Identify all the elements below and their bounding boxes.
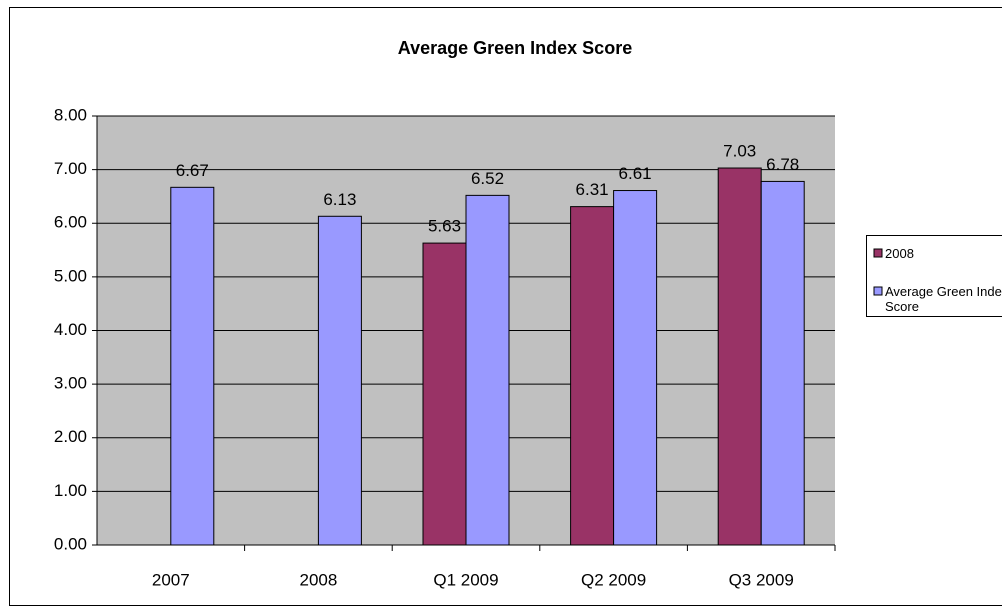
x-tick-label: 2008 xyxy=(299,570,337,589)
value-label: 7.03 xyxy=(723,142,756,161)
value-label: 6.13 xyxy=(323,190,356,209)
y-tick-label: 3.00 xyxy=(54,374,87,393)
bar xyxy=(717,167,762,546)
legend-item: 2008 xyxy=(885,246,914,261)
value-label: 6.52 xyxy=(471,169,504,188)
y-tick-label: 4.00 xyxy=(54,320,87,339)
bar xyxy=(170,186,215,546)
y-tick-label: 2.00 xyxy=(54,427,87,446)
y-tick-label: 5.00 xyxy=(54,266,87,285)
bar xyxy=(422,242,467,546)
value-label: 6.78 xyxy=(766,155,799,174)
y-tick-label: 0.00 xyxy=(54,534,87,553)
bar xyxy=(570,206,615,546)
legend-item: Average Green Index Score xyxy=(885,284,1002,314)
x-tick-label: 2007 xyxy=(152,570,190,589)
y-tick-label: 1.00 xyxy=(54,481,87,500)
chart-title: Average Green Index Score xyxy=(398,38,632,58)
value-label: 6.31 xyxy=(576,180,609,199)
bar xyxy=(760,180,805,546)
bar xyxy=(613,190,658,546)
legend-label: Average Green Index Score xyxy=(885,284,1002,314)
y-tick-label: 8.00 xyxy=(54,105,87,124)
value-label: 6.67 xyxy=(176,161,209,180)
x-tick-label: Q3 2009 xyxy=(729,570,794,589)
y-tick-label: 6.00 xyxy=(54,213,87,232)
value-label: 6.61 xyxy=(619,164,652,183)
x-tick-label: Q1 2009 xyxy=(433,570,498,589)
y-tick-label: 7.00 xyxy=(54,159,87,178)
legend-box xyxy=(866,235,1002,317)
legend-label: 2008 xyxy=(885,246,914,261)
bar xyxy=(317,215,362,546)
legend-swatch xyxy=(873,248,883,258)
bar xyxy=(465,194,510,546)
legend-swatch xyxy=(873,286,883,296)
x-tick-label: Q2 2009 xyxy=(581,570,646,589)
value-label: 5.63 xyxy=(428,217,461,236)
